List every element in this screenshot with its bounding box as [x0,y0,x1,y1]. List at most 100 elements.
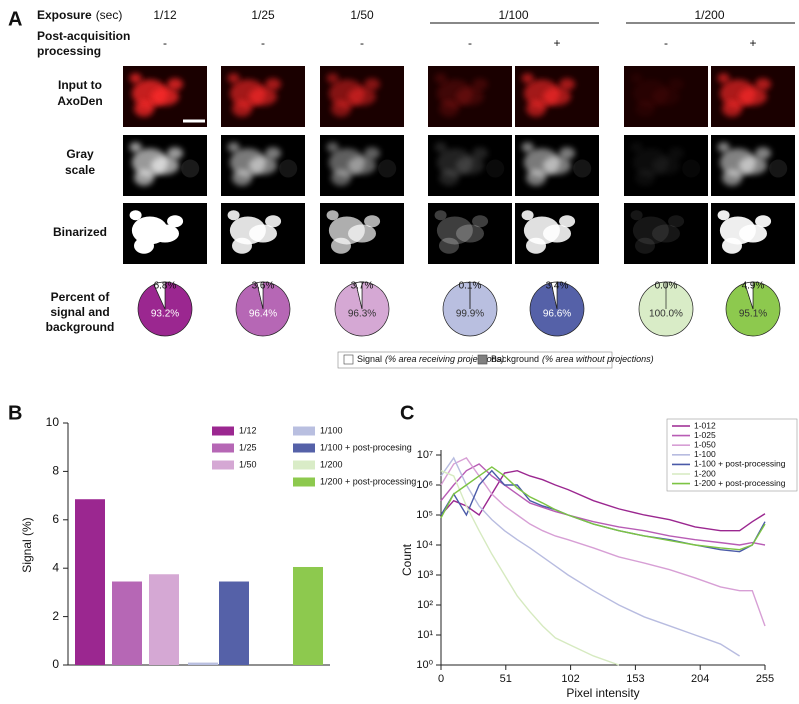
signal-label: 3.7% [351,281,374,292]
series-line [440,466,766,551]
y-tick-label: 10⁶ [416,479,433,491]
micrograph-structure [134,169,154,186]
panel-letter: A [8,8,22,30]
pie-signal [153,281,166,310]
row-label: Percent of [51,290,111,304]
processing-sign: - [163,36,167,50]
row-label: scale [65,163,95,177]
pie-signal [550,281,558,310]
micrograph-structure [472,78,489,91]
row-label: signal and [50,305,109,319]
bar [75,499,105,665]
signal-label: 6.8% [154,281,177,292]
micrograph-structure [717,210,730,221]
bar [112,581,142,665]
micrograph-structure [434,73,447,84]
micrograph-vessel [279,159,298,178]
micrograph-structure [167,147,184,160]
micrograph-structure [134,237,154,254]
pie-signal [355,281,363,310]
micrograph-structure [326,73,339,84]
micrograph-structure [652,156,680,175]
processing-sign: - [360,36,364,50]
micrograph-structure [521,142,534,153]
legend-label: 1/200 + post-processing [320,476,416,486]
column-header: 1/50 [350,8,374,22]
micrograph-structure [652,224,680,243]
signal-label: 4.9% [742,281,765,292]
row-label: Binarized [53,225,107,239]
micrograph-structure [668,78,685,91]
processing-sign: - [468,36,472,50]
background-label: 100.0% [649,309,683,320]
micrograph-structure [739,156,767,175]
legend-swatch [293,460,315,470]
micrograph-structure [434,142,447,153]
micrograph-structure [717,142,730,153]
y-tick-label: 10⁵ [416,509,433,521]
signal-label: 3.4% [546,281,569,292]
legend-label: 1/12 [239,425,257,435]
legend-swatch [477,354,488,365]
legend-swatch [293,477,315,487]
pie-signal [256,281,264,310]
micrograph-structure [456,156,484,175]
x-tick-label: 102 [561,673,579,685]
bar [219,581,249,665]
x-tick-label: 204 [691,673,709,685]
micrograph-structure [635,237,655,254]
background-label: 95.1% [739,309,767,320]
legend-box [337,351,613,369]
micrograph-structure [439,100,459,117]
micrograph-structure [472,215,489,228]
background-label: 96.4% [249,309,277,320]
micrograph-structure [439,169,459,186]
row-label: Input to [58,78,102,92]
series-line [440,463,766,546]
micrograph-vessel [573,159,592,178]
micrograph-structure [456,87,484,106]
processing-sign: - [261,36,265,50]
micrograph-structure [331,169,351,186]
y-tick-label: 10² [417,599,433,611]
legend-name: Background [491,354,539,364]
signal-label: 0.1% [459,281,482,292]
legend-note: (% area receiving projections) [385,354,504,364]
micrograph-structure [129,73,142,84]
background-label: 96.6% [543,309,571,320]
micrograph-structure [265,78,282,91]
legend-swatch [343,354,354,365]
micrograph-structure [232,169,252,186]
column-header: 1/100 [498,8,528,22]
background-label: 99.9% [456,309,484,320]
processing-sign: + [749,36,756,50]
micrograph-structure [265,215,282,228]
column-header: 1/200 [694,8,724,22]
micrograph-structure [331,100,351,117]
micrograph-structure [232,237,252,254]
micrograph-structure [755,215,772,228]
processing-sign: + [553,36,560,50]
micrograph-structure [559,78,576,91]
micrograph-structure [526,169,546,186]
micrograph-structure [755,78,772,91]
legend-label: 1-100 [694,449,716,459]
micrograph-vessel [769,159,788,178]
x-tick-label: 0 [438,673,444,685]
row-label: AxoDen [57,94,102,108]
legend-swatch [293,426,315,436]
micrograph-structure [739,87,767,106]
micrograph-structure [364,215,381,228]
micrograph-structure [559,215,576,228]
micrograph-structure [129,142,142,153]
legend-note: (% area without projections) [542,354,654,364]
micrograph-structure [227,142,240,153]
processing-label: Post-acquisition [37,29,130,43]
panel-letter: B [8,402,22,424]
micrograph-structure [472,147,489,160]
exposure-word: Exposure [37,8,92,22]
signal-label: 3.6% [252,281,275,292]
micrograph-structure [521,73,534,84]
micrograph-structure [265,147,282,160]
